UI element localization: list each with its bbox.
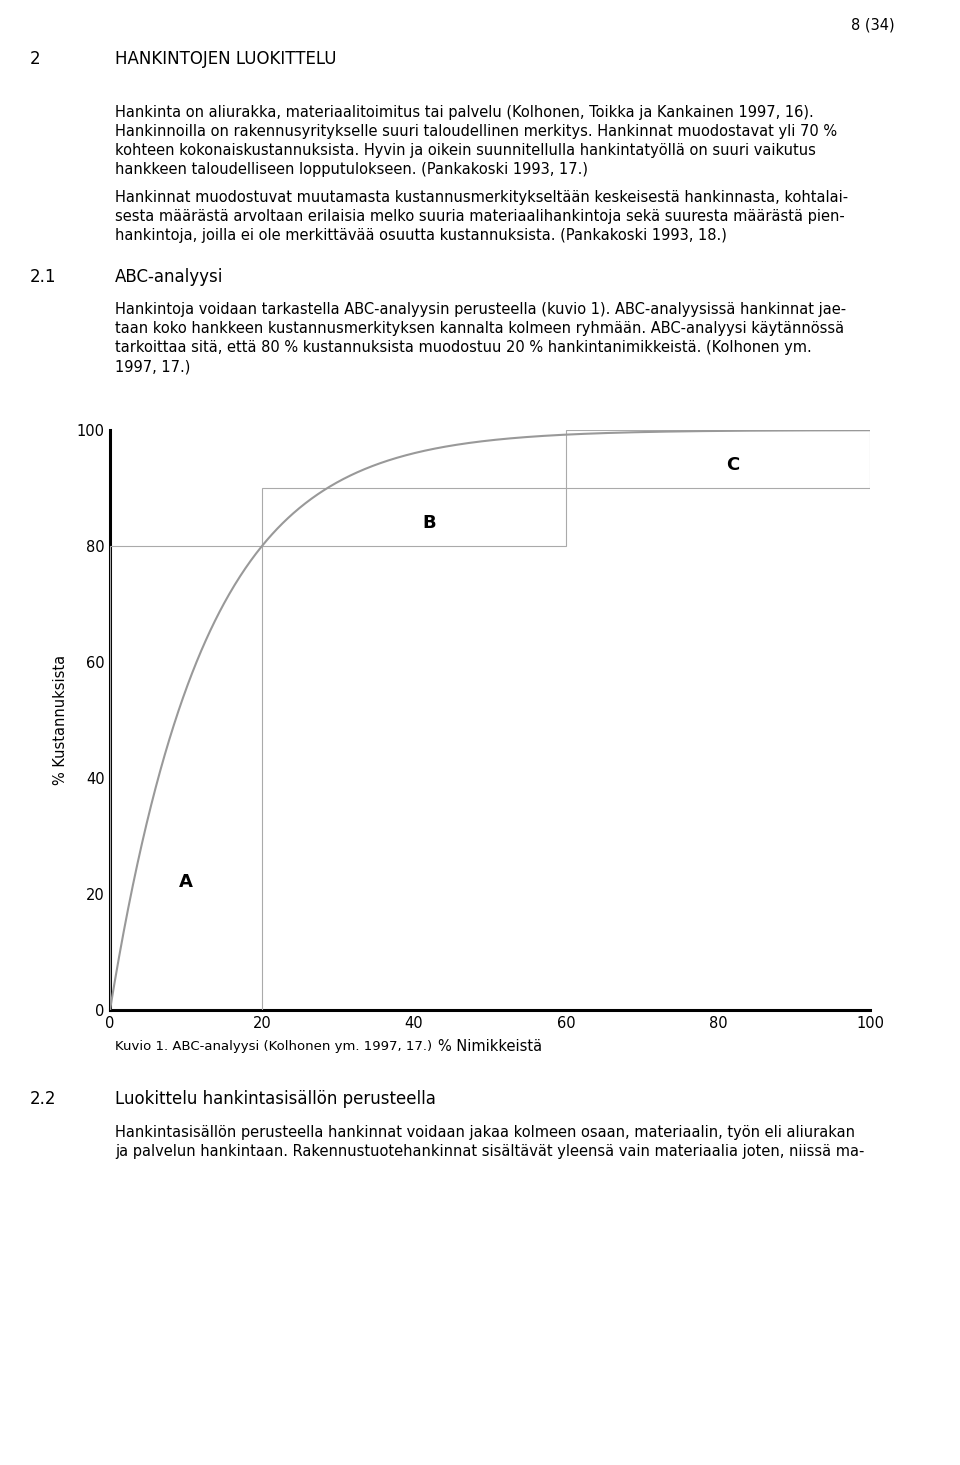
Text: 2.1: 2.1	[30, 268, 57, 286]
Text: 1997, 17.): 1997, 17.)	[115, 359, 190, 374]
Text: HANKINTOJEN LUOKITTELU: HANKINTOJEN LUOKITTELU	[115, 50, 337, 67]
X-axis label: % Nimikkeistä: % Nimikkeistä	[438, 1039, 542, 1053]
Text: ABC-analyysi: ABC-analyysi	[115, 268, 224, 286]
Text: 2.2: 2.2	[30, 1090, 57, 1108]
Bar	[262, 488, 566, 546]
Text: kohteen kokonaiskustannuksista. Hyvin ja oikein suunnitellulla hankintatyöllä on: kohteen kokonaiskustannuksista. Hyvin ja…	[115, 144, 816, 158]
Text: Kuvio 1. ABC-analyysi (Kolhonen ym. 1997, 17.): Kuvio 1. ABC-analyysi (Kolhonen ym. 1997…	[115, 1040, 432, 1053]
Y-axis label: % Kustannuksista: % Kustannuksista	[53, 655, 68, 785]
Text: B: B	[422, 514, 436, 532]
Text: C: C	[727, 456, 740, 473]
Text: Hankintoja voidaan tarkastella ABC-analyysin perusteella (kuvio 1). ABC-analyysi: Hankintoja voidaan tarkastella ABC-analy…	[115, 302, 846, 316]
Text: ja palvelun hankintaan. Rakennustuotehankinnat sisältävät yleensä vain materiaal: ja palvelun hankintaan. Rakennustuotehan…	[115, 1144, 864, 1159]
Text: Luokittelu hankintasisällön perusteella: Luokittelu hankintasisällön perusteella	[115, 1090, 436, 1108]
Text: Hankintasisällön perusteella hankinnat voidaan jakaa kolmeen osaan, materiaalin,: Hankintasisällön perusteella hankinnat v…	[115, 1125, 855, 1140]
Bar	[566, 431, 870, 488]
Text: Hankinta on aliurakka, materiaalitoimitus tai palvelu (Kolhonen, Toikka ja Kanka: Hankinta on aliurakka, materiaalitoimitu…	[115, 105, 814, 120]
Text: Hankinnat muodostuvat muutamasta kustannusmerkitykseltään keskeisestä hankinnast: Hankinnat muodostuvat muutamasta kustann…	[115, 190, 848, 205]
Text: A: A	[180, 873, 193, 891]
Text: tarkoittaa sitä, että 80 % kustannuksista muodostuu 20 % hankintanimikkeistä. (K: tarkoittaa sitä, että 80 % kustannuksist…	[115, 340, 812, 355]
Text: Hankinnoilla on rakennusyritykselle suuri taloudellinen merkitys. Hankinnat muod: Hankinnoilla on rakennusyritykselle suur…	[115, 125, 837, 139]
Text: hankkeen taloudelliseen lopputulokseen. (Pankakoski 1993, 17.): hankkeen taloudelliseen lopputulokseen. …	[115, 163, 588, 177]
Text: hankintoja, joilla ei ole merkittävää osuutta kustannuksista. (Pankakoski 1993, : hankintoja, joilla ei ole merkittävää os…	[115, 229, 727, 243]
Text: sesta määrästä arvoltaan erilaisia melko suuria materiaalihankintoja sekä suures: sesta määrästä arvoltaan erilaisia melko…	[115, 209, 845, 224]
Text: 2: 2	[30, 50, 40, 67]
Text: taan koko hankkeen kustannusmerkityksen kannalta kolmeen ryhmään. ABC-analyysi k: taan koko hankkeen kustannusmerkityksen …	[115, 321, 844, 335]
Bar	[110, 546, 262, 1009]
Text: 8 (34): 8 (34)	[852, 18, 895, 34]
